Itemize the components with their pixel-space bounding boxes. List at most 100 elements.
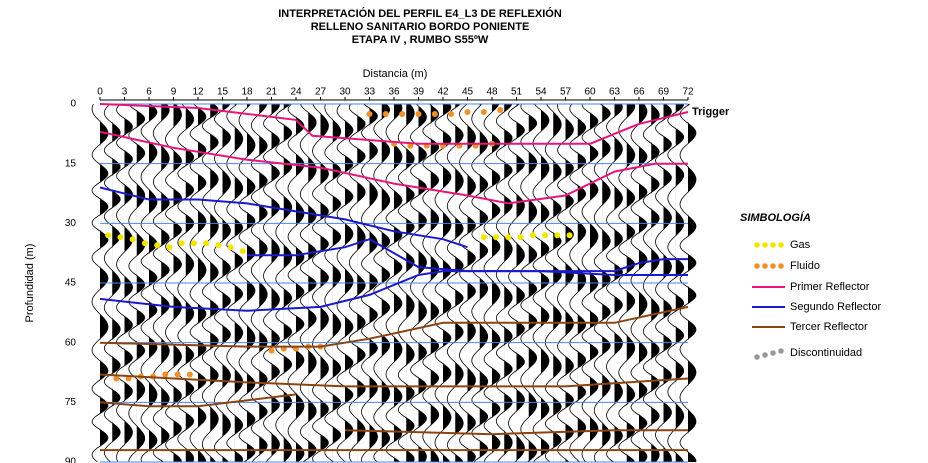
point-marker	[497, 106, 504, 113]
x-tick-label: 72	[682, 87, 694, 98]
x-tick-label: 24	[290, 87, 302, 98]
point-marker	[215, 242, 222, 249]
legend-label: Fluido	[790, 260, 820, 272]
x-axis-label: Distancia (m)	[363, 68, 428, 80]
x-tick-label: 42	[437, 87, 449, 98]
x-tick-label: 9	[171, 87, 177, 98]
x-tick-label: 57	[560, 87, 572, 98]
y-axis-label: Profundidad (m)	[24, 244, 36, 323]
legend-swatch	[762, 263, 768, 269]
point-marker	[366, 110, 373, 117]
legend-label: Tercer Reflector	[790, 321, 868, 333]
y-tick-label: 75	[65, 397, 77, 408]
x-tick-label: 30	[339, 87, 351, 98]
point-marker	[162, 371, 169, 378]
trace-fill	[247, 104, 255, 462]
legend-swatch	[778, 242, 784, 248]
x-tick-label: 48	[486, 87, 498, 98]
reflector-line	[99, 373, 689, 388]
trace-fill	[173, 104, 182, 462]
trace-fill	[381, 104, 390, 462]
point-marker	[174, 371, 181, 378]
x-tick-label: 33	[364, 87, 376, 98]
reflector-line	[99, 186, 468, 249]
point-marker	[117, 234, 124, 241]
trace-fill	[626, 104, 635, 462]
point-marker	[415, 110, 422, 117]
x-tick-label: 51	[511, 87, 523, 98]
point-marker	[186, 371, 193, 378]
trace-fill	[430, 104, 439, 462]
x-tick-label: 60	[584, 87, 596, 98]
trigger-label: Trigger	[692, 106, 730, 118]
x-tick-label: 69	[658, 87, 670, 98]
x-tick-label: 15	[217, 87, 229, 98]
trace-fill	[222, 104, 231, 462]
legend-title: SIMBOLOGÍA	[740, 211, 811, 224]
point-marker	[566, 232, 573, 239]
chart-title: RELLENO SANITARIO BORDO PONIENTE	[311, 21, 530, 33]
point-marker	[113, 375, 120, 382]
chart-title: ETAPA IV , RUMBO S55ºW	[352, 34, 489, 46]
x-tick-label: 54	[535, 87, 547, 98]
legend-swatch	[778, 263, 784, 269]
legend-swatch	[770, 263, 776, 269]
y-tick-label: 30	[65, 218, 77, 229]
chart-title: INTERPRETACIÓN DEL PERFIL E4_L3 DE REFLE…	[278, 7, 562, 20]
reflector-line	[99, 393, 297, 408]
point-marker	[517, 234, 524, 241]
legend-swatch	[778, 348, 784, 354]
point-marker	[542, 232, 549, 239]
trace-fill	[283, 104, 292, 462]
trace-fill	[234, 104, 243, 462]
trace-fill	[663, 104, 672, 462]
point-marker	[493, 234, 500, 241]
trace-fill	[492, 104, 500, 462]
reflector-line	[589, 111, 689, 145]
x-tick-label: 3	[122, 87, 128, 98]
point-marker	[227, 244, 234, 251]
y-tick-label: 45	[65, 278, 77, 289]
trace-fill	[406, 104, 415, 462]
trace-fill	[688, 104, 696, 462]
legend-swatch	[754, 354, 760, 360]
point-marker	[431, 110, 438, 117]
point-marker	[480, 108, 487, 115]
x-tick-label: 45	[462, 87, 474, 98]
trace-fill	[210, 104, 219, 462]
chart-layer: INTERPRETACIÓN DEL PERFIL E4_L3 DE REFLE…	[24, 7, 882, 463]
x-tick-label: 6	[146, 87, 152, 98]
trace-fill	[394, 104, 402, 462]
legend-swatch	[762, 242, 768, 248]
legend-swatch	[754, 242, 760, 248]
point-marker	[154, 242, 161, 249]
legend-label: Discontinuidad	[790, 347, 862, 359]
x-tick-label: 66	[633, 87, 645, 98]
point-marker	[382, 110, 389, 117]
y-tick-label: 0	[70, 99, 76, 110]
legend-swatch	[762, 352, 768, 358]
x-tick-label: 36	[388, 87, 400, 98]
trace-fill	[271, 104, 280, 462]
reflector-line	[99, 103, 590, 145]
legend-label: Segundo Reflector	[790, 301, 881, 313]
trace-fill	[467, 104, 476, 462]
legend-label: Gas	[790, 239, 811, 251]
legend-label: Primer Reflector	[790, 281, 870, 293]
legend-swatch	[770, 242, 776, 248]
y-tick-label: 90	[65, 457, 77, 463]
reflector-line	[99, 270, 688, 312]
point-marker	[141, 240, 148, 247]
x-tick-label: 27	[315, 87, 327, 98]
point-marker	[129, 236, 136, 243]
x-tick-label: 12	[192, 87, 204, 98]
reflector-line	[99, 130, 688, 205]
x-tick-label: 39	[413, 87, 425, 98]
reflector-line	[99, 305, 689, 348]
point-marker	[480, 234, 487, 241]
trace-fill	[553, 104, 562, 462]
trace-fill	[565, 104, 574, 462]
point-marker	[464, 108, 471, 115]
